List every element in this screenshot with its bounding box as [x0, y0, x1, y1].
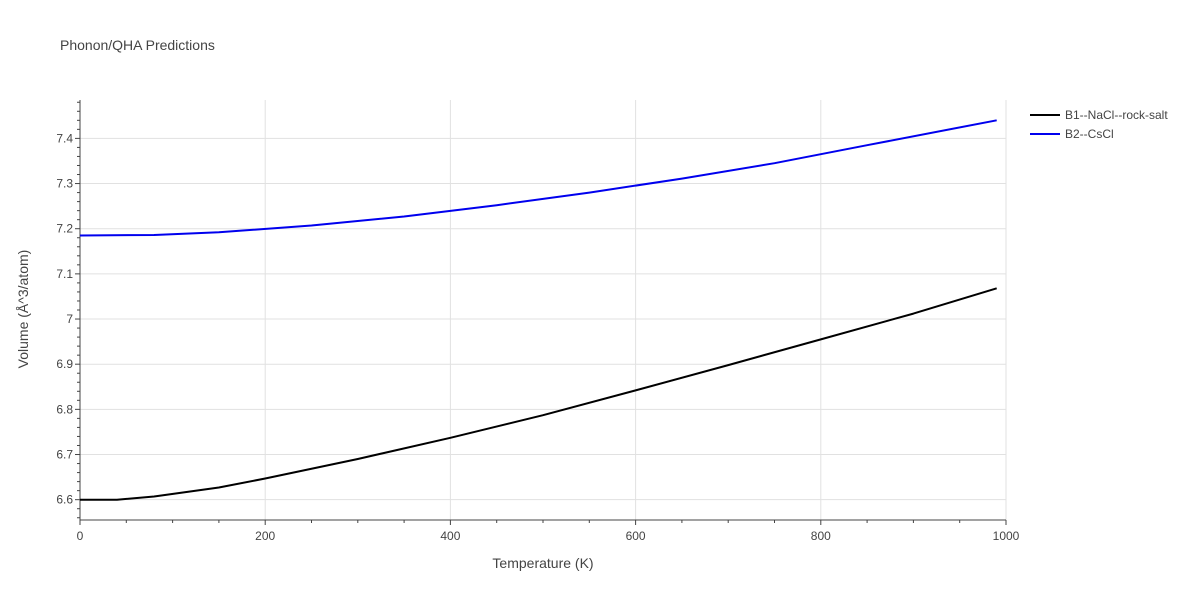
series-layer: [79, 119, 997, 501]
legend[interactable]: B1--NaCl--rock-salt B2--CsCl: [1030, 108, 1168, 141]
x-tick-label: 800: [811, 529, 831, 543]
y-tick-label: 6.6: [56, 493, 73, 507]
y-tick-label: 7.1: [56, 267, 73, 281]
y-tick-label: 6.8: [56, 402, 73, 416]
x-tick-label: 600: [626, 529, 646, 543]
y-tick-label: 7.2: [56, 222, 73, 236]
x-tick-label: 200: [255, 529, 275, 543]
y-tick-label: 7: [66, 312, 73, 326]
y-tick-label: 6.7: [56, 448, 73, 462]
y-tick-label: 7.3: [56, 177, 73, 191]
series-line-2: [79, 119, 997, 237]
legend-item-1[interactable]: B1--NaCl--rock-salt: [1030, 108, 1168, 122]
legend-item-2[interactable]: B2--CsCl: [1030, 127, 1114, 141]
chart-title: Phonon/QHA Predictions: [60, 37, 215, 53]
legend-label: B1--NaCl--rock-salt: [1065, 108, 1168, 122]
y-tick-label: 7.4: [56, 131, 73, 145]
series-line-1: [80, 287, 997, 501]
legend-label: B2--CsCl: [1065, 127, 1114, 141]
y-axis-title: Volume (Å^3/atom): [15, 250, 31, 369]
x-tick-label: 400: [440, 529, 460, 543]
y-tick-label: 6.9: [56, 357, 73, 371]
axes: 0 200 400 600 800 1000 6.6 6.7 6.8 6.9 7 7.1 7.2 7.3 7…: [56, 100, 1020, 543]
x-axis-title: Temperature (K): [492, 555, 593, 571]
grid: [80, 100, 1007, 520]
x-tick-label: 1000: [993, 529, 1020, 543]
x-tick-label: 0: [77, 529, 84, 543]
